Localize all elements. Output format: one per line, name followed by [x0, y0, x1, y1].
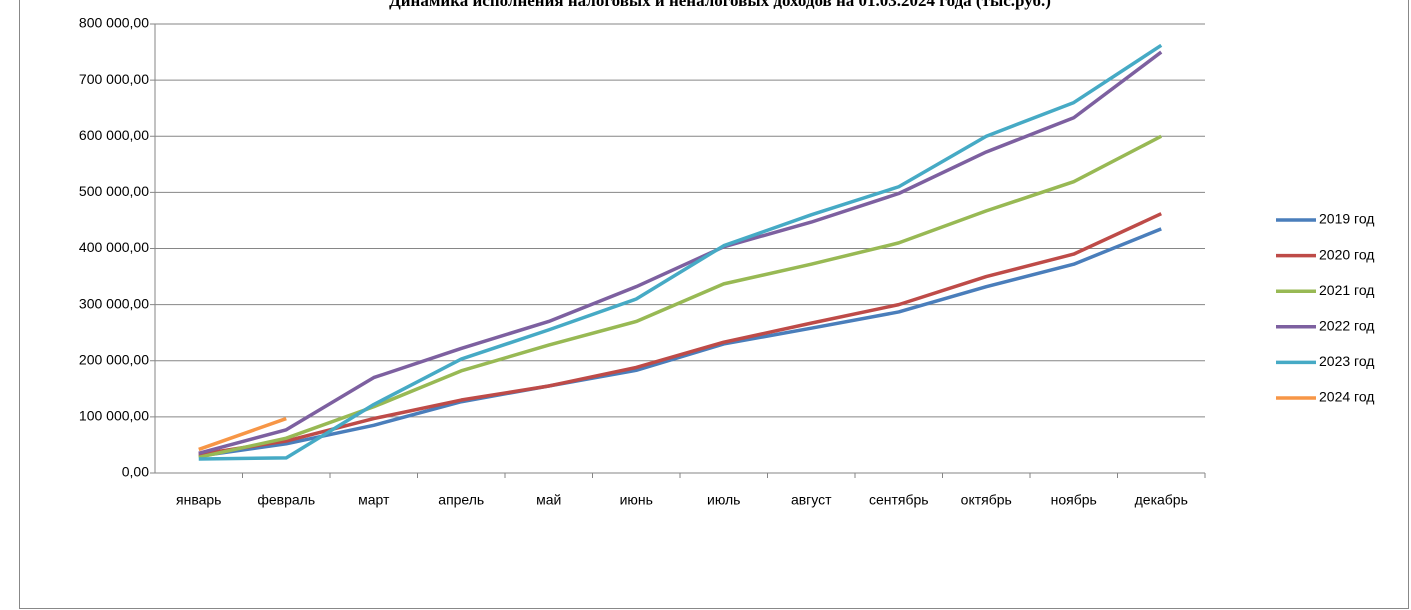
series-line — [198, 416, 287, 452]
x-tick-label: декабрь — [1135, 492, 1188, 508]
x-tick-label: март — [358, 492, 390, 508]
y-tick-label: 600 000,00 — [79, 127, 149, 143]
legend-label: 2019 год — [1319, 211, 1374, 227]
series-line — [198, 212, 1162, 457]
legend-label: 2020 год — [1319, 246, 1374, 262]
legend-label: 2021 год — [1319, 282, 1374, 298]
series-line — [198, 227, 1162, 458]
x-tick-label: сентябрь — [869, 492, 929, 508]
x-tick-label: февраль — [257, 492, 315, 508]
x-tick-label: ноябрь — [1051, 492, 1097, 508]
legend-label: 2023 год — [1319, 353, 1374, 369]
y-tick-label: 100 000,00 — [79, 408, 149, 424]
y-tick-label: 200 000,00 — [79, 351, 149, 367]
x-tick-label: май — [536, 492, 561, 508]
y-tick-label: 800 000,00 — [79, 15, 149, 31]
x-tick-label: октябрь — [961, 492, 1012, 508]
x-tick-label: июль — [707, 492, 740, 508]
legend-label: 2022 год — [1319, 318, 1374, 334]
series-line — [198, 50, 1163, 456]
x-tick-label: апрель — [438, 492, 484, 508]
x-tick-label: август — [791, 492, 832, 508]
y-tick-label: 500 000,00 — [79, 183, 149, 199]
x-tick-label: январь — [176, 492, 221, 508]
x-tick-label: июнь — [620, 492, 653, 508]
chart-title: Динамика исполнения налоговых и неналого… — [389, 0, 1051, 10]
y-tick-label: 0,00 — [122, 464, 149, 480]
y-tick-label: 300 000,00 — [79, 295, 149, 311]
y-tick-label: 700 000,00 — [79, 71, 149, 87]
series-line — [198, 43, 1163, 461]
y-tick-label: 400 000,00 — [79, 239, 149, 255]
legend-label: 2024 год — [1319, 389, 1374, 405]
